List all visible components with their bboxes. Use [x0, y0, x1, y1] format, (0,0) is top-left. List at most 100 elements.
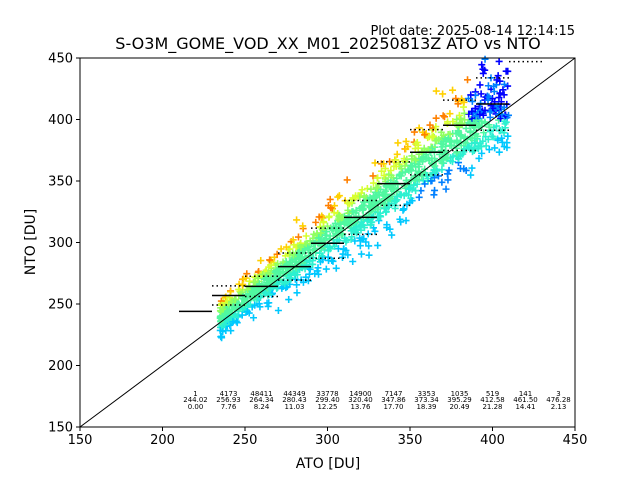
- scatter-point: [449, 117, 457, 125]
- scatter-point: [455, 155, 463, 163]
- bin-std-label: 13.76: [350, 403, 371, 411]
- y-tick-label: 400: [48, 113, 73, 128]
- bin-mean-label: 412.58: [480, 396, 505, 404]
- scatter-point: [405, 191, 413, 199]
- bin-mean-label: 256.93: [216, 396, 241, 404]
- scatter-point: [480, 129, 488, 137]
- scatter-point: [428, 145, 436, 153]
- scatter-point: [274, 306, 282, 314]
- scatter-point: [298, 264, 306, 272]
- scatter-point: [314, 264, 322, 272]
- scatter-point: [315, 234, 323, 242]
- scatter-point: [229, 302, 237, 310]
- scatter-point: [348, 233, 356, 241]
- scatter-point: [376, 212, 384, 220]
- scatter-point: [432, 114, 440, 122]
- scatter-point: [421, 131, 429, 139]
- scatter-point: [433, 167, 441, 175]
- scatter-point: [497, 115, 505, 123]
- x-tick-label: 400: [480, 433, 505, 448]
- scatter-point: [297, 243, 305, 251]
- scatter-point: [492, 122, 500, 130]
- scatter-point: [500, 91, 508, 99]
- scatter-point: [486, 108, 494, 116]
- scatter-point: [293, 289, 301, 297]
- scatter-point: [498, 134, 506, 142]
- scatter-point: [411, 176, 419, 184]
- scatter-point: [325, 213, 333, 221]
- scatter-point: [369, 179, 377, 187]
- scatter-point: [267, 277, 275, 285]
- scatter-point: [460, 98, 468, 106]
- scatter-point: [293, 216, 301, 224]
- bin-count-label: 7147: [385, 390, 403, 398]
- scatter-point: [218, 334, 226, 342]
- bin-count-label: 33778: [316, 390, 338, 398]
- scatter-point: [359, 206, 367, 214]
- scatter-point: [500, 143, 508, 151]
- scatter-point: [352, 209, 360, 217]
- scatter-point: [464, 95, 472, 103]
- scatter-point: [266, 256, 274, 264]
- scatter-point: [364, 230, 372, 238]
- scatter-point: [429, 132, 437, 140]
- scatter-point: [484, 135, 492, 143]
- scatter-point: [412, 140, 420, 148]
- scatter-point: [467, 91, 475, 99]
- scatter-point: [468, 115, 476, 123]
- scatter-point: [495, 94, 503, 102]
- scatter-point: [481, 118, 489, 126]
- scatter-point: [315, 270, 323, 278]
- scatter-point: [414, 161, 422, 169]
- scatter-point: [246, 300, 254, 308]
- scatter-point: [495, 57, 503, 65]
- scatter-point: [365, 242, 373, 250]
- scatter-point: [455, 111, 463, 119]
- scatter-point: [371, 159, 379, 167]
- scatter-point: [397, 165, 405, 173]
- bin-std-label: 0.00: [188, 403, 204, 411]
- scatter-point: [491, 144, 499, 152]
- scatter-point: [489, 133, 497, 141]
- scatter-point: [439, 90, 447, 98]
- scatter-point: [410, 128, 418, 136]
- scatter-point: [365, 251, 373, 259]
- scatter-point: [484, 82, 492, 90]
- scatter-point: [334, 193, 342, 201]
- bin-count-label: 1: [193, 390, 197, 398]
- scatter-point: [358, 186, 366, 194]
- scatter-point: [441, 113, 449, 121]
- bin-mean-label: 347.86: [381, 396, 406, 404]
- scatter-point: [341, 234, 349, 242]
- scatter-point: [289, 236, 297, 244]
- scatter-point: [453, 136, 461, 144]
- bin-mean-label: 264.34: [249, 396, 274, 404]
- scatter-point: [408, 155, 416, 163]
- scatter-point: [313, 229, 321, 237]
- scatter-point: [380, 204, 388, 212]
- scatter-point: [351, 194, 359, 202]
- scatter-point: [274, 260, 282, 268]
- scatter-point: [294, 233, 302, 241]
- scatter-point: [312, 218, 320, 226]
- scatter-point: [306, 256, 314, 264]
- scatter-point: [221, 310, 229, 318]
- scatter-point: [380, 189, 388, 197]
- scatter-point: [383, 221, 391, 229]
- scatter-point: [320, 218, 328, 226]
- scatter-point: [412, 187, 420, 195]
- bin-count-label: 3353: [418, 390, 436, 398]
- scatter-point: [380, 160, 388, 168]
- scatter-point: [233, 319, 241, 327]
- scatter-point: [344, 217, 352, 225]
- scatter-point: [422, 129, 430, 137]
- scatter-point: [229, 318, 237, 326]
- scatter-point: [381, 175, 389, 183]
- scatter-point: [490, 88, 498, 96]
- scatter-point: [434, 172, 442, 180]
- scatter-point: [500, 103, 508, 111]
- scatter-point: [256, 293, 264, 301]
- scatter-point: [389, 174, 397, 182]
